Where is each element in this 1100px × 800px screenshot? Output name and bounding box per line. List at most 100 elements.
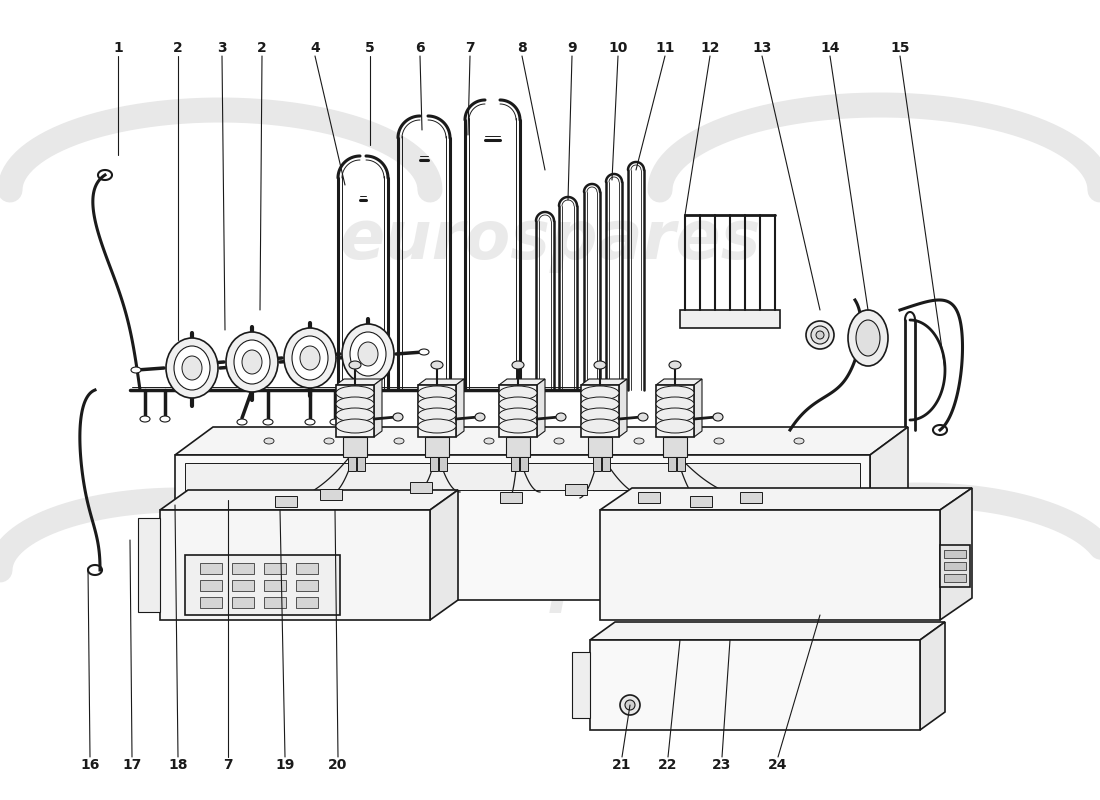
Ellipse shape (581, 397, 619, 411)
Polygon shape (920, 622, 945, 730)
Ellipse shape (638, 413, 648, 421)
Bar (418, 385, 456, 437)
Text: 5: 5 (365, 41, 375, 55)
Ellipse shape (554, 438, 564, 444)
Ellipse shape (499, 386, 537, 400)
Ellipse shape (349, 361, 361, 369)
Bar (200, 597, 222, 608)
Polygon shape (694, 379, 702, 437)
Bar (200, 580, 222, 591)
Bar (232, 580, 254, 591)
Ellipse shape (234, 340, 270, 384)
Circle shape (806, 321, 834, 349)
Text: 23: 23 (713, 758, 732, 772)
Bar (581, 385, 619, 437)
Ellipse shape (302, 357, 313, 363)
Ellipse shape (242, 350, 262, 374)
Bar (500, 492, 522, 503)
Text: 15: 15 (890, 41, 910, 55)
Ellipse shape (499, 397, 537, 411)
Bar (512, 457, 519, 471)
Ellipse shape (236, 419, 248, 425)
Bar (940, 545, 970, 587)
Bar (520, 457, 528, 471)
Ellipse shape (342, 324, 394, 384)
Ellipse shape (292, 336, 328, 380)
Ellipse shape (419, 349, 429, 355)
Bar (740, 492, 762, 503)
Ellipse shape (418, 419, 456, 433)
Circle shape (811, 326, 829, 344)
Ellipse shape (394, 438, 404, 444)
Polygon shape (870, 427, 907, 600)
Polygon shape (663, 437, 688, 457)
Circle shape (625, 700, 635, 710)
Bar (656, 385, 694, 437)
Ellipse shape (300, 346, 320, 370)
Bar (320, 489, 342, 500)
Ellipse shape (226, 332, 278, 392)
Ellipse shape (249, 357, 258, 363)
Polygon shape (537, 379, 544, 437)
Ellipse shape (358, 342, 378, 366)
Ellipse shape (336, 397, 374, 411)
Polygon shape (425, 437, 449, 457)
Ellipse shape (418, 397, 456, 411)
Text: 13: 13 (752, 41, 772, 55)
Text: 3: 3 (217, 41, 227, 55)
Ellipse shape (418, 386, 456, 400)
Ellipse shape (656, 386, 694, 400)
Text: 2: 2 (173, 41, 183, 55)
Polygon shape (138, 518, 160, 612)
Text: 20: 20 (328, 758, 348, 772)
Ellipse shape (848, 310, 888, 366)
Polygon shape (940, 488, 972, 620)
Polygon shape (343, 437, 367, 457)
Bar (264, 563, 286, 574)
Text: 18: 18 (168, 758, 188, 772)
Polygon shape (185, 555, 340, 615)
Ellipse shape (475, 413, 485, 421)
Text: 2: 2 (257, 41, 267, 55)
Bar (430, 457, 438, 471)
Bar (275, 496, 297, 507)
Ellipse shape (581, 419, 619, 433)
Ellipse shape (794, 438, 804, 444)
Polygon shape (506, 437, 530, 457)
Bar (499, 385, 537, 437)
Ellipse shape (166, 338, 218, 398)
Ellipse shape (336, 408, 374, 422)
Bar (668, 457, 676, 471)
Ellipse shape (140, 416, 150, 422)
Ellipse shape (499, 408, 537, 422)
Ellipse shape (581, 408, 619, 422)
Bar (232, 563, 254, 574)
Bar (200, 563, 222, 574)
Ellipse shape (634, 438, 643, 444)
Bar (565, 484, 587, 495)
Text: 9: 9 (568, 41, 576, 55)
Ellipse shape (393, 413, 403, 421)
Bar (296, 563, 318, 574)
Bar (944, 574, 966, 582)
Bar (264, 597, 286, 608)
Ellipse shape (284, 328, 336, 388)
Ellipse shape (361, 353, 371, 359)
Text: eurospares: eurospares (339, 547, 761, 613)
Ellipse shape (160, 416, 170, 422)
Polygon shape (588, 437, 612, 457)
Ellipse shape (131, 367, 141, 373)
Polygon shape (656, 379, 702, 385)
Text: 7: 7 (465, 41, 475, 55)
Text: 7: 7 (223, 758, 233, 772)
Ellipse shape (656, 419, 694, 433)
Polygon shape (619, 379, 627, 437)
Ellipse shape (243, 363, 253, 369)
Polygon shape (374, 379, 382, 437)
Ellipse shape (656, 408, 694, 422)
Bar (348, 457, 356, 471)
Bar (602, 457, 610, 471)
Polygon shape (175, 427, 907, 455)
Text: 22: 22 (658, 758, 678, 772)
Polygon shape (572, 652, 590, 718)
